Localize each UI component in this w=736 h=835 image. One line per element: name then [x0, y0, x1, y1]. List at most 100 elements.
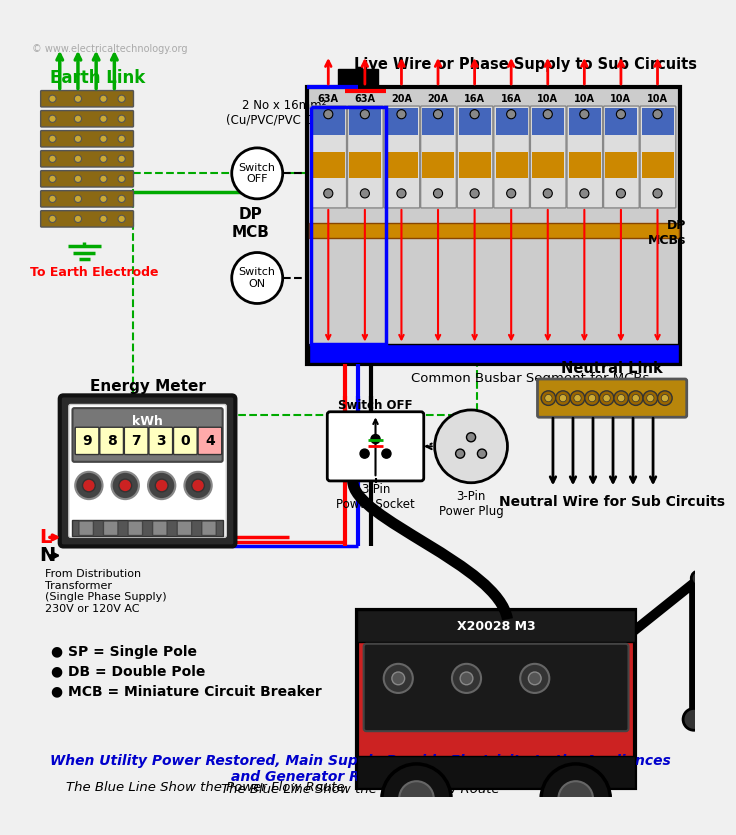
- Circle shape: [324, 189, 333, 198]
- Circle shape: [74, 215, 82, 222]
- Text: ● SP = Single Pole: ● SP = Single Pole: [51, 645, 197, 659]
- Circle shape: [520, 664, 549, 693]
- Circle shape: [360, 449, 369, 458]
- Circle shape: [470, 189, 479, 198]
- Circle shape: [118, 195, 125, 202]
- Circle shape: [506, 189, 516, 198]
- Circle shape: [191, 479, 205, 492]
- Circle shape: [556, 391, 570, 406]
- Bar: [532, 153, 565, 178]
- Circle shape: [618, 394, 625, 402]
- Circle shape: [603, 394, 610, 402]
- FancyBboxPatch shape: [202, 521, 216, 535]
- FancyBboxPatch shape: [40, 110, 133, 127]
- Circle shape: [570, 391, 585, 406]
- Bar: [495, 108, 528, 135]
- Bar: [606, 153, 637, 178]
- Text: ● MCB = Miniature Circuit Breaker: ● MCB = Miniature Circuit Breaker: [51, 685, 322, 699]
- FancyBboxPatch shape: [60, 396, 236, 546]
- Circle shape: [397, 189, 406, 198]
- Circle shape: [74, 175, 82, 183]
- Bar: [422, 108, 455, 135]
- FancyBboxPatch shape: [567, 106, 603, 208]
- Text: 7: 7: [132, 434, 141, 448]
- FancyBboxPatch shape: [69, 404, 226, 538]
- Circle shape: [371, 434, 380, 443]
- Circle shape: [470, 109, 479, 119]
- Text: N: N: [40, 546, 56, 565]
- Circle shape: [382, 449, 391, 458]
- Bar: [495, 153, 528, 178]
- FancyBboxPatch shape: [198, 428, 222, 454]
- Circle shape: [434, 189, 442, 198]
- Bar: [357, 756, 635, 787]
- FancyBboxPatch shape: [384, 106, 420, 208]
- Circle shape: [528, 672, 541, 685]
- Circle shape: [478, 449, 486, 458]
- Circle shape: [691, 571, 706, 585]
- Bar: [309, 224, 679, 238]
- Circle shape: [100, 95, 107, 103]
- Circle shape: [82, 479, 95, 492]
- FancyBboxPatch shape: [75, 428, 99, 454]
- Bar: [459, 108, 491, 135]
- Text: 20A: 20A: [391, 94, 412, 104]
- Circle shape: [74, 155, 82, 163]
- FancyBboxPatch shape: [347, 106, 383, 208]
- Circle shape: [616, 109, 626, 119]
- Text: 10A: 10A: [647, 94, 668, 104]
- Text: ● DB = Double Pole: ● DB = Double Pole: [51, 665, 205, 679]
- Text: 16A: 16A: [500, 94, 522, 104]
- FancyBboxPatch shape: [128, 521, 143, 535]
- Circle shape: [74, 115, 82, 123]
- Circle shape: [361, 109, 369, 119]
- Text: 2 No x 16mm²
(Cu/PVC/PVC Cable): 2 No x 16mm² (Cu/PVC/PVC Cable): [226, 99, 343, 127]
- Circle shape: [456, 449, 464, 458]
- Circle shape: [543, 189, 552, 198]
- FancyBboxPatch shape: [124, 428, 148, 454]
- FancyBboxPatch shape: [311, 106, 347, 208]
- Bar: [569, 153, 601, 178]
- Circle shape: [616, 189, 626, 198]
- Text: kWh: kWh: [132, 415, 163, 428]
- FancyBboxPatch shape: [40, 150, 133, 167]
- Circle shape: [118, 155, 125, 163]
- Circle shape: [49, 175, 56, 183]
- FancyBboxPatch shape: [177, 521, 191, 535]
- Text: © www.electricaltechnology.org: © www.electricaltechnology.org: [32, 44, 188, 54]
- Circle shape: [435, 410, 507, 483]
- Circle shape: [75, 472, 102, 499]
- Text: From Distribution
Transformer
(Single Phase Supply)
230V or 120V AC: From Distribution Transformer (Single Ph…: [45, 569, 167, 614]
- Text: Neutral Wire for Sub Circuits: Neutral Wire for Sub Circuits: [499, 495, 725, 509]
- Text: Common Busbar Segment for MCBs: Common Busbar Segment for MCBs: [411, 372, 649, 385]
- Text: 3-Pin
Power Socket: 3-Pin Power Socket: [336, 483, 415, 511]
- Circle shape: [148, 472, 175, 499]
- Text: Energy Meter: Energy Meter: [90, 379, 205, 394]
- Circle shape: [118, 115, 125, 123]
- Bar: [72, 520, 222, 536]
- Bar: [386, 108, 418, 135]
- Text: L: L: [40, 528, 52, 547]
- Text: X20028 M3: X20028 M3: [457, 620, 535, 633]
- Circle shape: [574, 394, 581, 402]
- FancyBboxPatch shape: [174, 428, 197, 454]
- Circle shape: [643, 391, 657, 406]
- Text: 63A: 63A: [354, 94, 375, 104]
- Bar: [307, 87, 680, 364]
- Circle shape: [653, 189, 662, 198]
- Bar: [357, 610, 635, 787]
- Circle shape: [361, 189, 369, 198]
- FancyBboxPatch shape: [40, 90, 133, 107]
- Circle shape: [559, 394, 567, 402]
- FancyBboxPatch shape: [152, 521, 167, 535]
- Circle shape: [543, 109, 552, 119]
- Circle shape: [434, 109, 442, 119]
- Text: Switch
ON: Switch ON: [238, 267, 276, 289]
- Circle shape: [74, 195, 82, 202]
- Text: 10A: 10A: [610, 94, 631, 104]
- FancyBboxPatch shape: [100, 428, 124, 454]
- Circle shape: [599, 391, 614, 406]
- Text: 63A: 63A: [318, 94, 339, 104]
- Circle shape: [100, 195, 107, 202]
- Bar: [422, 153, 455, 178]
